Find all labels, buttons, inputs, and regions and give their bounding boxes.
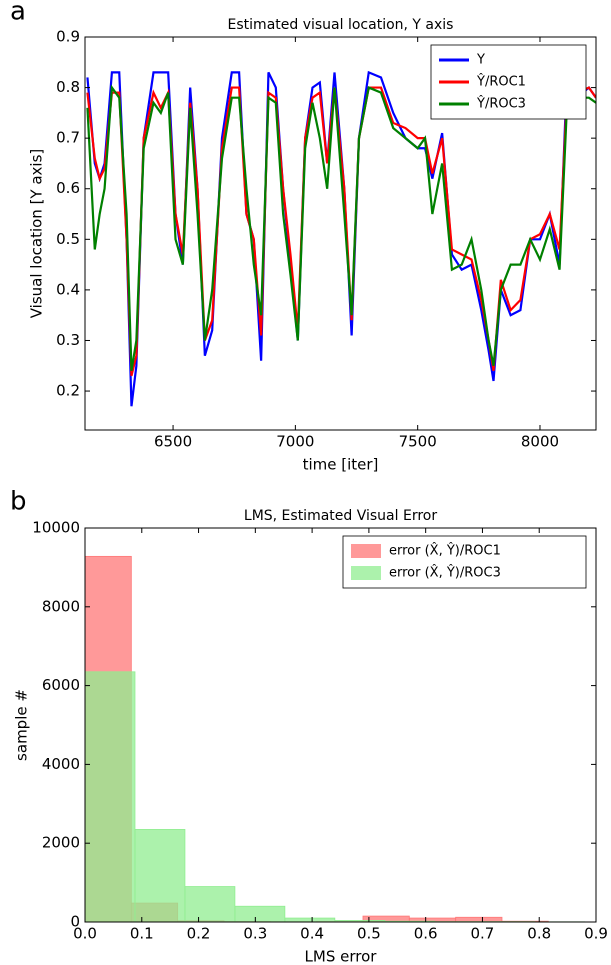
legend-label: error (X̂, Ŷ)/ROC3 xyxy=(389,565,501,581)
legend-label: Y xyxy=(476,53,485,68)
x-axis-label: time [iter] xyxy=(303,456,379,474)
x-tick-label: 0.9 xyxy=(584,925,608,943)
x-tick-label: 0.7 xyxy=(471,925,495,943)
panel-label: a xyxy=(10,0,26,27)
line-series xyxy=(86,86,596,377)
y-tick-label: 0.8 xyxy=(56,78,80,96)
y-tick-label: 0.3 xyxy=(56,331,80,349)
plot-area xyxy=(86,70,596,407)
x-tick-label: 0.2 xyxy=(187,925,211,943)
legend-swatch xyxy=(351,566,381,580)
x-tick-label: 0.0 xyxy=(73,925,97,943)
y-tick-label: 0.9 xyxy=(56,28,80,46)
x-tick-label: 7000 xyxy=(276,433,314,451)
histogram-bar xyxy=(284,917,336,922)
y-tick-label: 2000 xyxy=(42,834,80,852)
y-tick-label: 0.2 xyxy=(56,382,80,400)
histogram-bar xyxy=(85,671,136,922)
legend-swatch xyxy=(351,544,381,558)
y-tick-label: 0.5 xyxy=(56,230,80,248)
legend-label: Ŷ/ROC3 xyxy=(476,96,526,112)
legend: error (X̂, Ŷ)/ROC1 error (X̂, Ŷ)/ROC3 xyxy=(342,535,587,589)
plot-frame xyxy=(84,527,597,923)
line-series xyxy=(86,70,596,407)
y-tick-label: 0.4 xyxy=(56,280,80,298)
y-tick-label: 4000 xyxy=(42,755,80,773)
histogram-bar xyxy=(234,905,286,922)
y-axis-label: Visual location [Y axis] xyxy=(28,149,46,319)
legend-label: Ŷ/ROC1 xyxy=(476,74,526,90)
y-tick-label: 0.6 xyxy=(56,179,80,197)
y-tick-label: 8000 xyxy=(42,597,80,615)
histogram-bar xyxy=(184,886,236,922)
legend-label: error (X̂, Ŷ)/ROC1 xyxy=(389,543,501,559)
x-tick-label: 0.8 xyxy=(527,925,551,943)
panel-label: b xyxy=(10,487,27,517)
x-tick-label: 0.5 xyxy=(357,925,381,943)
x-tick-label: 6500 xyxy=(154,433,192,451)
x-tick-label: 0.4 xyxy=(300,925,324,943)
x-tick-label: 8000 xyxy=(521,433,559,451)
y-tick-label: 10000 xyxy=(32,519,80,537)
chart-title: Estimated visual location, Y axis xyxy=(228,17,454,33)
y-axis-label: sample # xyxy=(13,689,31,761)
chart-title: LMS, Estimated Visual Error xyxy=(244,508,437,524)
plot-frame xyxy=(84,36,597,431)
legend-box xyxy=(342,535,587,589)
y-tick-label: 6000 xyxy=(42,676,80,694)
chart: b LMS, Estimated Visual Error LMS error sam… xyxy=(10,487,608,965)
legend: Y Ŷ/ROC1 Ŷ/ROC3 xyxy=(430,44,587,120)
x-tick-label: 7500 xyxy=(399,433,437,451)
x-tick-label: 0.6 xyxy=(414,925,438,943)
histogram-bar xyxy=(134,829,186,922)
x-axis-label: LMS error xyxy=(305,948,378,965)
x-tick-label: 0.3 xyxy=(243,925,267,943)
line-series xyxy=(86,84,596,371)
plot-area xyxy=(85,555,586,922)
chart: a Estimated visual location, Y axis time [… xyxy=(10,0,597,474)
y-tick-label: 0.7 xyxy=(56,129,80,147)
x-tick-label: 0.1 xyxy=(130,925,154,943)
y-tick-label: 0 xyxy=(70,913,80,931)
